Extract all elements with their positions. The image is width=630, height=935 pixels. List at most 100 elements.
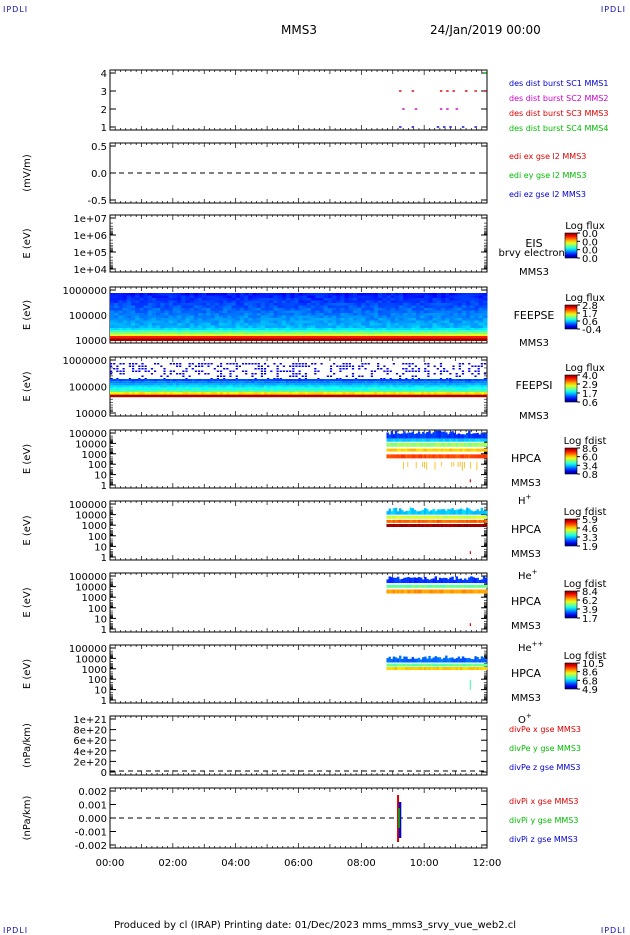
species-label-8: O+ [518,712,532,726]
heat-cell [311,300,316,304]
heat-cell [424,589,427,594]
heat-cell [332,308,337,311]
heat-cell [193,323,199,326]
heat-cell [361,310,367,314]
heat-cell [458,381,463,384]
heat-cell [306,318,312,321]
heat-cell [290,310,295,314]
heat-cell [470,295,475,299]
heat-cell [336,295,341,299]
heat-cell [365,295,371,299]
heat-cell [458,383,463,386]
heat-cell [470,315,475,319]
burst-mark-0-4 [449,126,452,128]
heat-cell [333,385,337,388]
heat-cell [340,308,346,311]
heat-cell [276,394,280,398]
heat-cell [458,365,461,367]
heat-cell [302,315,308,319]
heat-cell [344,334,350,337]
heat-cell [311,390,315,393]
heat-cell [466,308,471,311]
heat-cell [128,392,133,395]
heat-cell [150,387,155,390]
heat-cell [257,390,262,393]
heat-cell [210,390,214,393]
heat-cell [223,390,227,393]
heat-cell [110,298,115,301]
heat-cell [197,323,203,326]
heat-cell [323,310,329,314]
heat-cell [483,390,488,393]
heat-cell [390,300,396,304]
heat-cell [110,365,113,367]
heat-cell [383,387,387,390]
heat-cell [402,394,406,398]
heat-cell [474,519,477,523]
heat-cell [458,390,463,393]
heat-cell [455,663,458,667]
heat-cell [386,584,389,588]
heat-cell [419,336,425,339]
heat-cell [281,308,287,311]
heat-cell [301,363,304,365]
heat-cell [424,368,427,370]
heat-cell [323,300,329,304]
heat-cell [229,383,233,386]
heat-cell [252,318,258,321]
heat-cell [399,328,404,331]
heat-cell [370,379,375,382]
heat-cell [273,330,279,333]
heat-cell [177,313,182,316]
heat-cell [130,303,136,306]
heat-cell [370,394,375,398]
heat-cell [461,298,467,301]
heat-cell [277,338,283,341]
heat-cell [482,308,488,311]
heat-cell [480,579,484,584]
heat-cell [482,454,486,459]
ytick-label-2-3: 1e+04 [73,265,107,276]
heat-cell [436,663,440,667]
heat-cell [327,328,333,331]
heat-cell [244,334,249,337]
heat-cell [386,323,392,326]
heat-cell [285,315,291,319]
heat-cell [317,394,321,398]
heat-cell [336,379,340,382]
heat-cell [403,334,408,337]
heat-cell [399,325,404,329]
heat-cell [447,663,450,667]
heat-cell [392,390,397,393]
heat-cell [122,392,127,395]
heat-cell [169,363,172,365]
heat-cell [110,325,115,329]
heat-cell [290,323,295,326]
heat-cell [197,336,203,339]
heat-cell [419,332,425,335]
heat-cell [189,338,195,341]
heat-cell [459,584,463,588]
heat-cell [361,336,367,339]
burst-mark-2-1 [411,90,415,92]
heat-cell [361,303,367,306]
heat-cell [197,385,202,388]
heat-cell [394,328,400,331]
heat-cell [472,511,475,515]
heat-cell [197,392,202,395]
heat-cell [235,305,241,309]
heat-cell [135,305,140,309]
heat-cell [415,318,421,321]
heat-cell [378,300,383,304]
heat-cell [480,519,484,523]
heat-cell [323,379,328,382]
heat-cell [474,584,477,588]
heat-cell [403,663,406,667]
heat-cell [419,303,425,306]
heat-cell [348,390,353,393]
heat-cell [484,515,488,519]
heat-cell [449,524,452,528]
heat-cell [468,394,472,398]
heat-cell [179,381,183,384]
heat-cell [373,381,378,384]
